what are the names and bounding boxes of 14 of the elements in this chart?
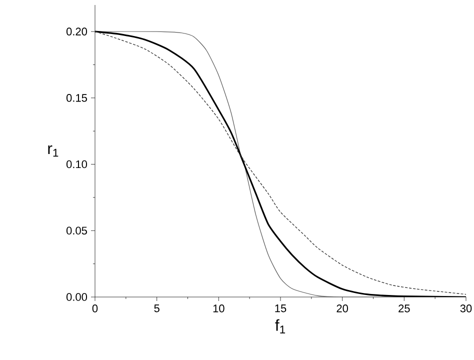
x-tick-label: 0 [92, 304, 98, 312]
y-tick-label: 0.15 [66, 94, 87, 102]
x-tick-label: 20 [336, 304, 348, 312]
y-tick-label: 0.00 [66, 293, 88, 301]
y-axis-title: r$_{1}$ [48, 145, 58, 157]
x-tick-label: 15 [275, 304, 286, 312]
x-tick-label: 5 [154, 304, 160, 312]
y-tick-label: 0.05 [66, 226, 87, 235]
y-tick-label: 0.10 [66, 160, 88, 168]
x-tick-label: 10 [213, 304, 224, 312]
x-tick-label: 25 [398, 304, 410, 312]
x-tick-label: 30 [460, 304, 472, 312]
y-tick-label: 0.20 [66, 28, 88, 36]
x-axis-title: f$_{1}$ [275, 319, 286, 334]
